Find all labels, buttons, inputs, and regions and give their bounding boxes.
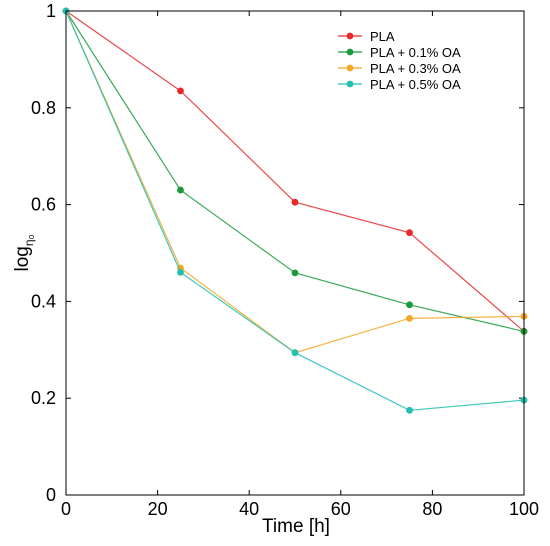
series-1 bbox=[62, 7, 528, 335]
data-point bbox=[177, 268, 184, 276]
x-tick-label: 100 bbox=[509, 499, 539, 519]
x-tick-label: 0 bbox=[61, 499, 71, 519]
legend-label: PLA + 0.3% OA bbox=[370, 61, 461, 76]
y-tick-label: 0.8 bbox=[31, 98, 56, 118]
y-axis-label-sub: η₀ bbox=[22, 234, 36, 246]
data-point bbox=[291, 349, 299, 357]
x-tick-label: 60 bbox=[331, 499, 351, 519]
legend-marker bbox=[346, 48, 354, 56]
legend-marker bbox=[346, 80, 354, 88]
y-tick-label: 0.2 bbox=[31, 388, 56, 408]
legend-item: PLA + 0.5% OA bbox=[338, 77, 461, 92]
legend-item: PLA + 0.3% OA bbox=[338, 61, 461, 76]
data-point bbox=[406, 301, 413, 309]
legend-label: PLA + 0.1% OA bbox=[370, 45, 461, 60]
data-point bbox=[291, 198, 299, 206]
x-axis-label: Time [h] bbox=[262, 516, 330, 537]
data-point bbox=[291, 269, 299, 277]
legend-label: PLA + 0.5% OA bbox=[370, 77, 461, 92]
x-tick-label: 40 bbox=[239, 499, 259, 519]
data-point bbox=[177, 87, 184, 95]
y-tick-label: 0.6 bbox=[31, 195, 56, 215]
legend-marker bbox=[346, 32, 354, 40]
legend-item: PLA bbox=[338, 29, 395, 44]
data-point bbox=[406, 314, 413, 322]
legend-item: PLA + 0.1% OA bbox=[338, 45, 461, 60]
data-point bbox=[406, 229, 413, 237]
x-tick-label: 20 bbox=[148, 499, 168, 519]
x-axis-ticks: 0 20 40 60 80 100 bbox=[61, 11, 539, 519]
series-layer bbox=[62, 7, 528, 414]
data-point bbox=[177, 186, 184, 194]
data-point bbox=[406, 406, 413, 414]
x-tick-label: 80 bbox=[422, 499, 442, 519]
legend-marker bbox=[346, 64, 354, 72]
y-tick-label: 1 bbox=[46, 1, 56, 21]
y-tick-label: 0.4 bbox=[31, 291, 56, 311]
legend-label: PLA bbox=[370, 29, 395, 44]
plot-frame bbox=[65, 10, 525, 496]
y-axis-label: logη₀ bbox=[12, 234, 36, 271]
y-axis-ticks: 0 0.2 0.4 0.6 0.8 1 bbox=[31, 1, 524, 505]
y-axis-label-main: log bbox=[12, 246, 33, 271]
y-tick-label: 0 bbox=[46, 485, 56, 505]
